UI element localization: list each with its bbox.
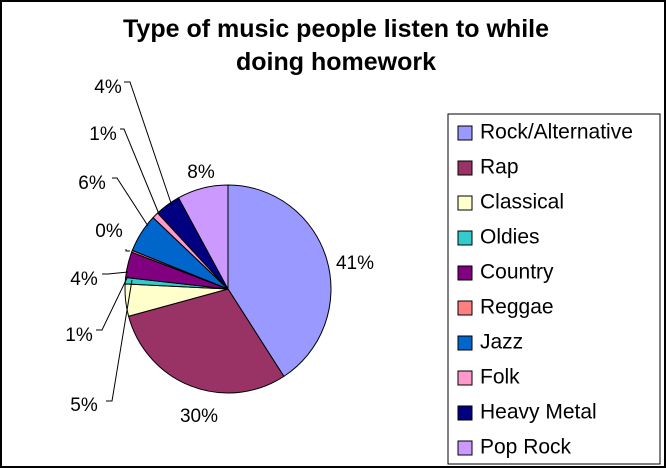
data-label: 1% [65,325,93,346]
legend-label: Reggae [480,296,554,319]
legend-swatch [457,230,473,246]
legend-label: Pop Rock [480,436,572,459]
leader-line [102,271,129,275]
legend-swatch [457,195,473,211]
data-label: 5% [70,395,98,416]
legend-swatch [457,440,473,456]
legend-box [447,113,661,465]
legend-swatch [457,335,473,351]
legend-label: Classical [480,191,564,214]
data-label: 8% [187,162,215,183]
legend-label: Jazz [480,331,523,354]
legend-swatch [457,160,473,176]
legend: Rock/Alternative Rap Classical Oldies Countr… [447,113,661,465]
data-label: 30% [180,406,218,427]
chart-title-line-2: doing homework [236,48,436,76]
leader-line [112,177,149,227]
pie-slice-rap [127,288,285,394]
leader-line [125,249,130,252]
legend-label: Heavy Metal [480,401,597,424]
data-label: 41% [336,253,374,274]
chart-title-line-1: Type of music people listen to while [123,15,549,43]
data-label: 0% [95,221,123,242]
leader-line [106,279,133,402]
leader-lines [96,81,173,402]
pie-slice-pop-rock [177,184,229,290]
legend-label: Rock/Alternative [480,121,633,144]
percentage-labels: 41% 30% 5% 1% 4% 0% 6% 1% 4% 8% [65,77,374,427]
leader-line [120,128,160,215]
data-label: 4% [94,77,122,98]
leader-line [96,275,129,331]
legend-label: Oldies [480,226,540,249]
legend-label: Country [480,261,554,284]
legend-swatch [457,125,473,141]
legend-swatch [457,300,473,316]
pie-slices [124,184,332,394]
legend-swatch [457,370,473,386]
data-label: 1% [89,124,117,145]
data-label: 4% [70,269,98,290]
legend-label: Rap [480,156,519,179]
legend-swatch [457,405,473,421]
legend-label: Folk [480,366,520,389]
data-label: 6% [78,173,106,194]
legend-swatch [457,265,473,281]
leader-line [124,81,173,207]
